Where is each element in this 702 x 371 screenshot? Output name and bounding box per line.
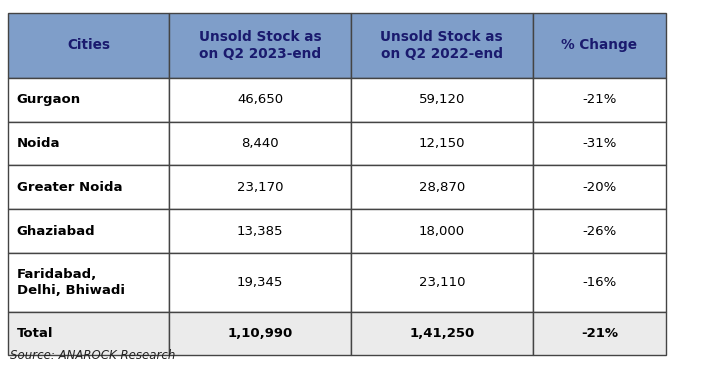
Text: -21%: -21% [581, 327, 618, 340]
Bar [169, 253, 351, 312]
Text: 46,650: 46,650 [237, 93, 284, 106]
Text: Faridabad,
Delhi, Bhiwadi: Faridabad, Delhi, Bhiwadi [17, 268, 125, 296]
Bar [351, 253, 533, 312]
Bar [8, 78, 169, 122]
Bar [8, 165, 169, 209]
Bar [351, 78, 533, 122]
Bar [351, 165, 533, 209]
Text: 8,440: 8,440 [241, 137, 279, 150]
Text: -21%: -21% [582, 93, 616, 106]
Bar [351, 13, 533, 78]
Text: Ghaziabad: Ghaziabad [17, 224, 95, 238]
Bar [533, 165, 666, 209]
Text: -16%: -16% [582, 276, 616, 289]
Bar [169, 312, 351, 355]
Bar [169, 122, 351, 165]
Text: 19,345: 19,345 [237, 276, 284, 289]
Bar [169, 78, 351, 122]
Bar [533, 209, 666, 253]
Text: 23,170: 23,170 [237, 181, 284, 194]
Bar [8, 312, 169, 355]
Text: Source: ANAROCK Research: Source: ANAROCK Research [10, 349, 176, 362]
Bar [8, 209, 169, 253]
Text: -20%: -20% [582, 181, 616, 194]
Text: % Change: % Change [562, 39, 637, 52]
Text: 18,000: 18,000 [418, 224, 465, 238]
Bar [8, 122, 169, 165]
Text: Gurgaon: Gurgaon [17, 93, 81, 106]
Bar [533, 312, 666, 355]
Text: Total: Total [17, 327, 53, 340]
Bar [169, 13, 351, 78]
Text: Unsold Stock as
on Q2 2023-end: Unsold Stock as on Q2 2023-end [199, 30, 322, 61]
Text: 1,10,990: 1,10,990 [227, 327, 293, 340]
Bar [8, 13, 169, 78]
Bar [533, 13, 666, 78]
Text: Cities: Cities [67, 39, 110, 52]
Text: Greater Noida: Greater Noida [17, 181, 122, 194]
Bar [533, 122, 666, 165]
Text: 12,150: 12,150 [418, 137, 465, 150]
Bar [169, 209, 351, 253]
Bar [8, 253, 169, 312]
Text: Noida: Noida [17, 137, 60, 150]
Text: 23,110: 23,110 [418, 276, 465, 289]
Bar [351, 122, 533, 165]
Bar [169, 165, 351, 209]
Text: -31%: -31% [582, 137, 616, 150]
Text: 13,385: 13,385 [237, 224, 284, 238]
Text: Unsold Stock as
on Q2 2022-end: Unsold Stock as on Q2 2022-end [380, 30, 503, 61]
Text: 59,120: 59,120 [418, 93, 465, 106]
Bar [351, 209, 533, 253]
Bar [533, 253, 666, 312]
Bar [533, 78, 666, 122]
Text: 28,870: 28,870 [418, 181, 465, 194]
Bar [351, 312, 533, 355]
Text: 1,41,250: 1,41,250 [409, 327, 475, 340]
Text: -26%: -26% [582, 224, 616, 238]
